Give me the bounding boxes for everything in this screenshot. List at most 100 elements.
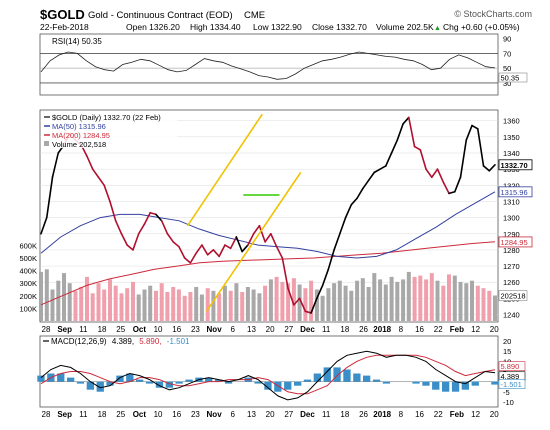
- volume-bar: [119, 293, 124, 321]
- volume-bar: [102, 289, 107, 321]
- macd-histogram-bar: [86, 381, 94, 390]
- date-tick-label: 8: [399, 410, 404, 419]
- macd-histogram-bar: [353, 373, 361, 382]
- price-segment: [396, 123, 404, 141]
- price-segment: [402, 116, 410, 125]
- price-segment: [448, 190, 456, 195]
- date-tick-label: 16: [415, 410, 424, 419]
- price-segment: [304, 310, 312, 314]
- macd-histogram-bar: [215, 379, 223, 382]
- price-segment: [390, 139, 399, 154]
- price-segment: [385, 152, 393, 167]
- volume-bar: [458, 281, 463, 321]
- macd-title-prefix: MACD(12,26,9): [51, 337, 107, 346]
- price-segment: [264, 232, 272, 243]
- volume-bar: [372, 273, 377, 321]
- macd-panel-title: MACD(12,26,9) 4.389, 5.890, -1.501: [43, 337, 190, 346]
- date-tick-label: 28: [42, 410, 51, 419]
- date-tick-label: 6: [231, 325, 236, 334]
- macd-histogram-bar: [442, 381, 450, 392]
- date-tick-label: 10: [154, 410, 163, 419]
- volume-bar: [79, 287, 84, 321]
- date-tick-label: 18: [98, 410, 107, 419]
- volume-bar: [50, 289, 55, 321]
- volume-bar: [286, 283, 291, 321]
- volume-bar: [108, 279, 112, 321]
- legend-ma50: MA(50) 1315.96: [52, 122, 106, 131]
- macd-histogram-bar: [76, 381, 85, 384]
- price-segment: [333, 232, 341, 251]
- price-segment: [178, 245, 186, 259]
- volume-bar: [280, 281, 285, 321]
- price-segment: [137, 223, 146, 235]
- volume-bar: [211, 290, 216, 321]
- volume-bar: [332, 283, 337, 321]
- volume-bar: [406, 271, 411, 321]
- volume-bar: [194, 287, 199, 321]
- date-tick-label: 16: [415, 325, 424, 334]
- volume-bar: [326, 288, 331, 321]
- date-tick-label: 16: [172, 325, 181, 334]
- volume-bar: [222, 285, 227, 321]
- price-segment: [103, 184, 111, 203]
- header-volume: Volume 202.5K: [376, 22, 434, 32]
- price-segment: [362, 179, 370, 190]
- volume-tick-label: 300K: [19, 279, 37, 288]
- price-segment: [344, 203, 353, 219]
- macd-value-box: [498, 361, 526, 371]
- volume-tick-label: 100K: [19, 304, 37, 313]
- volume-bar: [96, 283, 101, 321]
- date-tick-label: 20: [266, 410, 275, 419]
- price-segment: [287, 287, 295, 306]
- volume-value-box: [498, 290, 528, 301]
- price-segment: [350, 197, 358, 206]
- date-tick-label: 25: [116, 325, 125, 334]
- trendline: [186, 113, 263, 227]
- volume-bar: [424, 279, 429, 321]
- volume-bar: [418, 275, 423, 321]
- date-tick-label: 6: [231, 410, 236, 419]
- price-segment: [488, 163, 496, 172]
- legend-ma200: MA(200) 1284.95: [52, 131, 110, 140]
- date-tick-label: 13: [247, 325, 256, 334]
- macd-histogram-bar: [372, 379, 381, 382]
- price-segment: [321, 268, 330, 287]
- header-change: Chg +0.60 (+0.05%): [443, 22, 520, 32]
- price-tick-label: 1240: [503, 311, 520, 320]
- macd-histogram-bar: [491, 381, 499, 385]
- price-segment: [132, 232, 140, 251]
- volume-bar: [441, 285, 446, 321]
- volume-bar: [217, 293, 222, 321]
- date-tick-label: 13: [247, 410, 256, 419]
- price-value-label: 1332.70: [501, 161, 528, 170]
- chart-header: $GOLD Gold - Continuous Contract (EOD) C…: [40, 7, 532, 32]
- price-segment: [45, 176, 54, 219]
- macd-date-axis: 28 Sep 11 18 25 Oct 10 16 23 Nov 6 13 20 27 Dec 11 18 26 2…: [42, 410, 500, 419]
- date-tick-label: 22: [434, 410, 443, 419]
- price-value-label: 1315.96: [501, 188, 528, 197]
- price-segment: [224, 244, 232, 250]
- volume-bar: [176, 289, 181, 321]
- volume-bar: [131, 281, 135, 321]
- macd-signal-line: [40, 354, 496, 395]
- volume-bar: [389, 276, 394, 321]
- price-value-box: [498, 159, 533, 171]
- date-tick-label: 20: [266, 325, 275, 334]
- macd-line: [40, 350, 496, 401]
- macd-histogram-bar: [175, 381, 183, 384]
- volume-bar: [314, 289, 319, 321]
- price-value-box: [498, 186, 533, 198]
- price-value-label: 1284.95: [501, 238, 528, 247]
- volume-bar: [475, 285, 480, 321]
- price-segment: [252, 224, 261, 235]
- volume-bar: [355, 280, 360, 321]
- volume-bar: [470, 280, 474, 321]
- price-segment: [436, 168, 445, 183]
- date-tick-label: 27: [284, 410, 293, 419]
- date-tick-label: 12: [471, 410, 480, 419]
- volume-tick-label: 600K: [19, 241, 37, 250]
- legend-volume: Volume 202,518: [52, 140, 106, 149]
- date-tick-label: Nov: [207, 325, 223, 334]
- price-segment: [270, 232, 278, 248]
- price-segment: [120, 232, 129, 246]
